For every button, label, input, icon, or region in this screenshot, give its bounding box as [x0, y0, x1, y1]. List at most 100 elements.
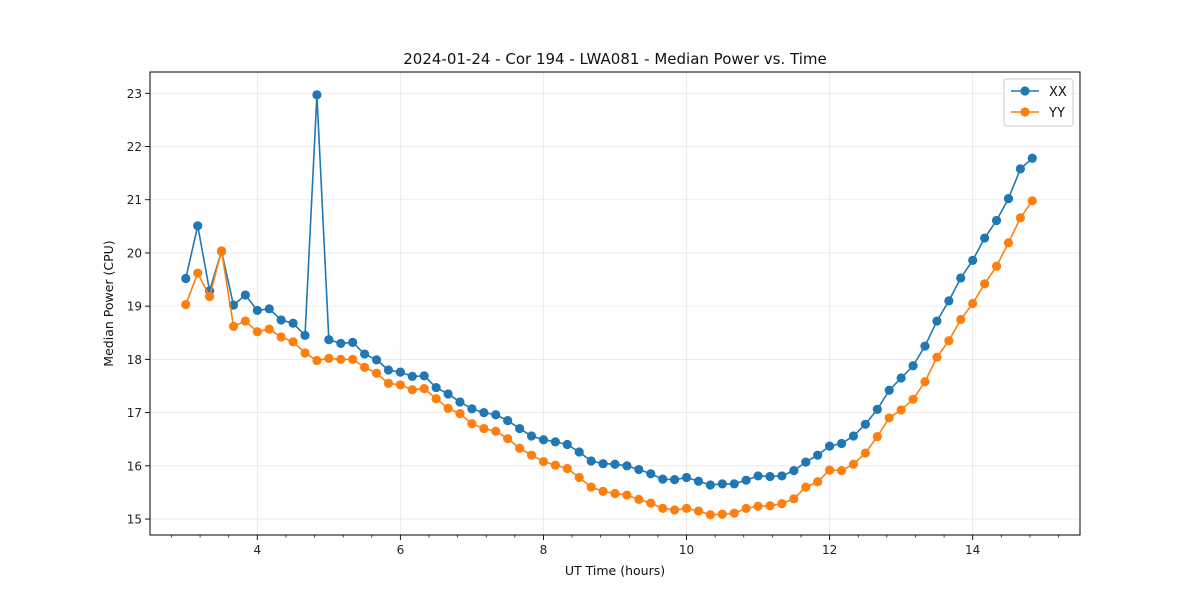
- data-point-xx: [908, 361, 918, 371]
- data-point-xx: [753, 471, 763, 481]
- data-point-xx: [455, 397, 465, 407]
- data-point-xx: [848, 431, 859, 441]
- data-point-yy: [264, 324, 274, 334]
- data-point-yy: [586, 482, 596, 492]
- data-point-yy: [884, 413, 894, 423]
- data-point-yy: [550, 460, 561, 470]
- data-point-yy: [729, 508, 739, 518]
- data-point-yy: [789, 494, 799, 504]
- data-point-yy: [562, 463, 572, 474]
- data-point-xx: [193, 221, 203, 231]
- data-point-yy: [216, 246, 227, 256]
- data-point-xx: [312, 90, 322, 100]
- data-point-xx: [920, 341, 930, 351]
- data-point-xx: [562, 439, 572, 450]
- data-point-xx: [1015, 164, 1026, 174]
- data-point-xx: [825, 441, 835, 451]
- data-point-xx: [693, 476, 704, 486]
- data-point-yy: [467, 419, 477, 429]
- data-point-yy: [693, 506, 704, 516]
- data-point-xx: [419, 371, 429, 381]
- x-axis-label: UT Time (hours): [565, 563, 665, 578]
- data-point-yy: [968, 298, 978, 309]
- data-point-xx: [467, 404, 477, 414]
- data-point-yy: [801, 482, 811, 492]
- data-point-xx: [526, 431, 537, 441]
- data-point-yy: [348, 354, 358, 364]
- x-tick-label: 8: [540, 543, 548, 557]
- data-point-xx: [336, 338, 346, 349]
- data-point-xx: [705, 480, 715, 490]
- data-point-yy: [515, 443, 525, 453]
- data-point-xx: [789, 466, 799, 476]
- data-point-xx: [407, 371, 417, 382]
- data-point-xx: [395, 367, 405, 377]
- data-point-xx: [741, 475, 751, 485]
- data-point-yy: [753, 501, 763, 511]
- data-point-xx: [813, 450, 823, 460]
- data-point-xx: [252, 305, 262, 316]
- data-point-xx: [515, 423, 525, 434]
- y-tick-label: 15: [127, 513, 142, 527]
- data-point-yy: [741, 503, 751, 513]
- data-point-yy: [360, 362, 370, 372]
- data-point-xx: [574, 447, 584, 457]
- data-point-xx: [968, 255, 978, 265]
- y-tick-label: 16: [127, 459, 142, 473]
- data-point-xx: [777, 471, 787, 481]
- data-point-xx: [383, 365, 394, 375]
- data-point-xx: [860, 419, 870, 429]
- data-point-xx: [1003, 194, 1014, 204]
- data-point-yy: [443, 403, 453, 413]
- data-point-yy: [717, 509, 727, 519]
- data-point-yy: [300, 348, 310, 358]
- data-point-xx: [669, 475, 680, 485]
- data-point-xx: [634, 464, 644, 475]
- data-point-xx: [276, 315, 286, 325]
- data-point-xx: [944, 296, 954, 306]
- data-point-yy: [252, 327, 262, 337]
- data-point-yy: [526, 450, 537, 460]
- data-point-yy: [204, 291, 215, 302]
- data-point-yy: [956, 314, 966, 325]
- data-point-yy: [765, 501, 775, 511]
- data-point-xx: [240, 290, 250, 300]
- data-point-yy: [288, 337, 298, 347]
- data-point-xx: [932, 316, 942, 326]
- data-point-yy: [836, 466, 847, 476]
- data-point-yy: [920, 377, 930, 387]
- legend-marker-yy: [1020, 107, 1030, 117]
- data-point-xx: [348, 337, 358, 347]
- y-tick-label: 23: [127, 87, 142, 101]
- x-tick-label: 14: [965, 543, 980, 557]
- data-point-xx: [956, 273, 966, 283]
- data-point-yy: [1015, 213, 1026, 223]
- x-tick-label: 12: [822, 543, 837, 557]
- legend: XX YY: [1003, 78, 1074, 127]
- data-point-yy: [371, 368, 382, 378]
- data-point-xx: [896, 373, 906, 383]
- grid: [150, 72, 1080, 535]
- data-point-yy: [455, 409, 465, 419]
- data-point-xx: [658, 474, 668, 484]
- data-point-yy: [646, 498, 656, 508]
- data-point-xx: [479, 407, 489, 418]
- x-tick-label: 4: [253, 543, 261, 557]
- y-tick-label: 17: [127, 406, 142, 420]
- y-tick-label: 21: [127, 193, 142, 207]
- y-tick-label: 18: [127, 353, 142, 367]
- data-point-xx: [371, 355, 382, 365]
- data-point-yy: [1027, 196, 1037, 206]
- data-point-xx: [801, 457, 811, 467]
- data-point-yy: [419, 384, 429, 394]
- series-xx: [181, 90, 1037, 490]
- data-point-yy: [777, 499, 787, 509]
- data-point-yy: [669, 505, 680, 515]
- data-point-yy: [479, 423, 489, 434]
- data-point-yy: [324, 353, 334, 363]
- series-yy: [181, 196, 1037, 520]
- data-point-xx: [360, 349, 370, 359]
- data-point-xx: [717, 479, 727, 489]
- data-point-xx: [264, 304, 274, 314]
